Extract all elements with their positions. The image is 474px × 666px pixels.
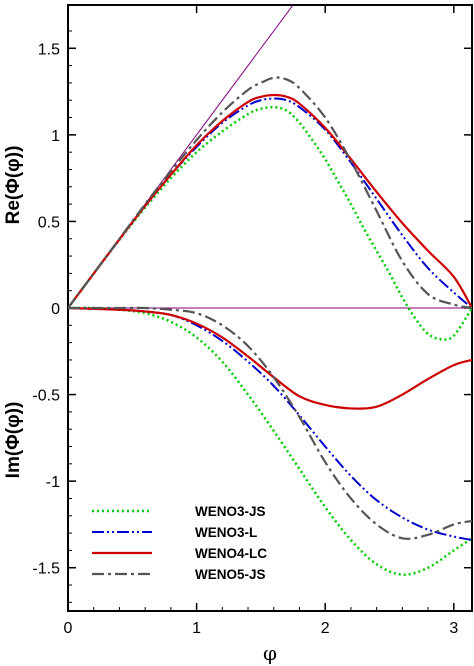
y-axis-label-im: Im(Φ(φ)): [3, 402, 24, 479]
x-tick-label: 3: [449, 620, 458, 637]
series-weno3-js-im: [68, 306, 472, 576]
series-weno3-l-im: [68, 307, 472, 541]
series-weno4-lc-re: [68, 93, 472, 309]
legend-label-weno5-js: WENO5-JS: [195, 567, 266, 582]
y-tick-label: 1.5: [38, 41, 60, 58]
series-weno5-js-re: [68, 76, 472, 310]
y-tick-label: -0.5: [32, 388, 60, 405]
x-tick-label: 0: [64, 620, 73, 637]
x-axis-label: φ: [263, 641, 277, 665]
y-axis-label-re: Re(Φ(φ)): [3, 146, 24, 225]
series-group: [68, 5, 472, 576]
y-tick-label: -1: [46, 474, 60, 491]
legend-label-weno3-l: WENO3-L: [195, 525, 257, 540]
y-tick-label: 1: [51, 128, 60, 145]
legend: WENO3-JS WENO3-L WENO4-LC WENO5-JS: [92, 504, 267, 582]
ticks: 0 1 2 3 1.5 1 0.5 0 -0.5 -1 -1.5: [32, 5, 472, 637]
x-tick-label: 2: [321, 620, 330, 637]
y-tick-label: -1.5: [32, 561, 60, 578]
legend-label-weno4-lc: WENO4-LC: [195, 546, 267, 561]
y-tick-label: 0: [51, 301, 60, 318]
legend-label-weno3-js: WENO3-JS: [195, 504, 266, 519]
y-tick-label: 0.5: [38, 214, 60, 231]
series-weno4-lc-im: [68, 306, 472, 410]
series-weno5-js-im: [68, 306, 472, 540]
series-weno3-js-re: [68, 105, 472, 341]
x-tick-label: 1: [192, 620, 201, 637]
